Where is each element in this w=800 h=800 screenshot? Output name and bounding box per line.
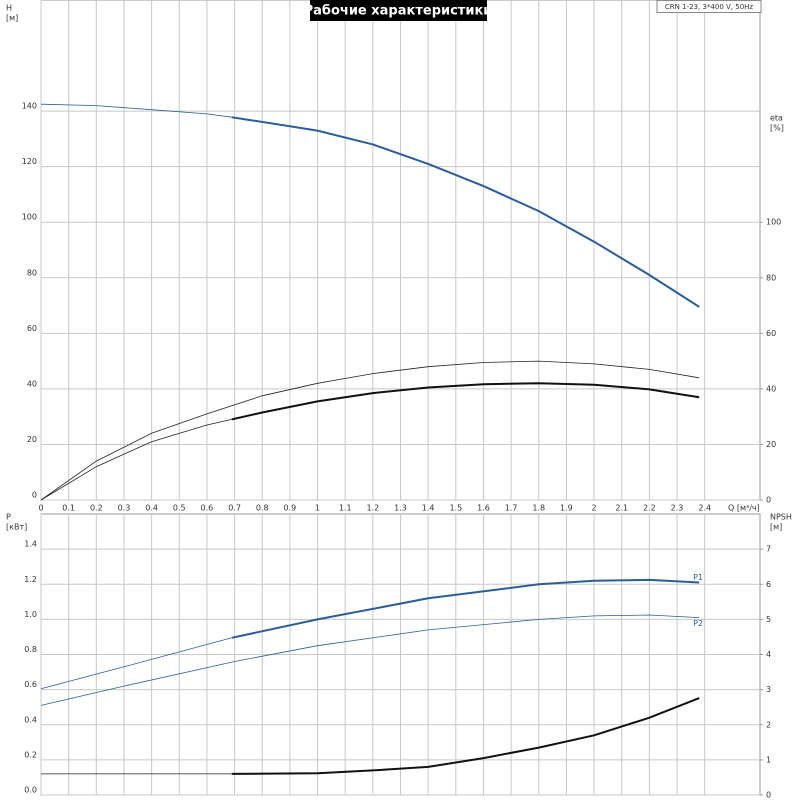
y2-axis-label: [%]: [770, 124, 784, 133]
y2-tick-label: 100: [766, 218, 781, 227]
x-tick-label: 0.7: [228, 504, 241, 513]
title-box: [310, 0, 487, 21]
x-tick-label: 2.1: [615, 504, 628, 513]
x-tick-label: 2: [592, 504, 597, 513]
y-tick-label: 20: [27, 435, 37, 444]
curve: [231, 116, 700, 308]
x-tick-label: 1: [315, 504, 320, 513]
x-tick-label: 0.2: [90, 504, 103, 513]
x-tick-label: 0.4: [145, 504, 158, 513]
y2-tick-label: 60: [766, 329, 776, 338]
plots: 0 0.1 0.2 0.3 0.4 0.5 0.6 0.7 0.8 0.9 1 1.1 1.2 1.3 1.…: [6, 0, 792, 800]
y-axis-label: P: [6, 513, 11, 522]
y2-tick-label: 0: [766, 791, 771, 800]
x-tick-label: 1.2: [366, 504, 379, 513]
x-tick-label: 1.9: [560, 504, 573, 513]
curve: [231, 578, 700, 639]
series-label: P2: [693, 619, 703, 628]
x-tick-label: 1.4: [422, 504, 435, 513]
y-tick-label: 0.6: [24, 680, 37, 689]
y-tick-label: 0.8: [24, 645, 37, 654]
x-tick-label: 2.4: [698, 504, 711, 513]
y-tick-label: 100: [22, 213, 37, 222]
chart-title: Рабочие характеристики: [304, 4, 493, 19]
curve: [40, 103, 232, 118]
x-tick-label: 2.3: [671, 504, 684, 513]
x-tick-label: 1.5: [449, 504, 462, 513]
x-tick-label: 1.8: [532, 504, 545, 513]
y2-tick-label: 1: [766, 755, 771, 764]
y-tick-label: 0.2: [24, 750, 37, 759]
x-tick-label: 0.6: [201, 504, 214, 513]
x-tick-label: 0.3: [118, 504, 131, 513]
y2-tick-label: 7: [766, 545, 771, 554]
y-tick-label: 1.4: [24, 540, 37, 549]
y2-tick-label: 3: [766, 685, 771, 694]
x-tick-label: 1.6: [477, 504, 490, 513]
x-tick-label: 1.7: [505, 504, 518, 513]
curve: [231, 697, 700, 775]
y2-tick-label: 20: [766, 440, 776, 449]
y2-tick-label: 4: [766, 650, 771, 659]
y2-tick-label: 0: [766, 496, 771, 505]
y2-tick-label: 80: [766, 273, 776, 282]
y-tick-label: 1.0: [24, 610, 37, 619]
y-tick-label: 40: [27, 379, 37, 388]
y-tick-label: 140: [22, 102, 37, 111]
curve: [40, 419, 232, 501]
y2-tick-label: 40: [766, 384, 776, 393]
x-tick-label: 2.2: [643, 504, 656, 513]
curve: [40, 637, 232, 690]
y2-axis-label: eta: [770, 114, 783, 123]
x-tick-label: 0.1: [62, 504, 75, 513]
y-tick-label: 0.0: [24, 786, 37, 795]
y-tick-label: 0.4: [24, 715, 37, 724]
model-label: CRN 1-23, 3*400 V, 50Hz: [665, 3, 753, 11]
x-tick-label: 0.5: [173, 504, 186, 513]
y2-tick-label: 6: [766, 580, 771, 589]
y-axis-label: [м]: [6, 14, 18, 23]
x-tick-label: 0: [38, 504, 43, 513]
y-tick-label: 60: [27, 324, 37, 333]
x-tick-label: 0.9: [284, 504, 297, 513]
y-axis-label: H: [6, 4, 12, 13]
y-axis-label: [кВт]: [6, 523, 27, 532]
series-label: P1: [693, 573, 703, 582]
y-tick-label: 120: [22, 157, 37, 166]
curve: [40, 614, 700, 706]
x-axis-label: Q [м³/ч]: [728, 504, 760, 513]
curve: [231, 382, 700, 421]
x-tick-label: 1.1: [339, 504, 352, 513]
y-tick-label: 1.2: [24, 575, 37, 584]
x-tick-label: 1.3: [394, 504, 407, 513]
curve: [40, 360, 700, 501]
model-box: [656, 0, 762, 13]
y2-tick-label: 5: [766, 615, 771, 624]
y2-axis-label: [м]: [770, 523, 782, 532]
x-tick-label: 0.8: [256, 504, 269, 513]
y2-tick-label: 2: [766, 720, 771, 729]
y-tick-label: 80: [27, 268, 37, 277]
y-tick-label: 0: [32, 491, 37, 500]
y2-axis-label: NPSH: [770, 513, 792, 522]
